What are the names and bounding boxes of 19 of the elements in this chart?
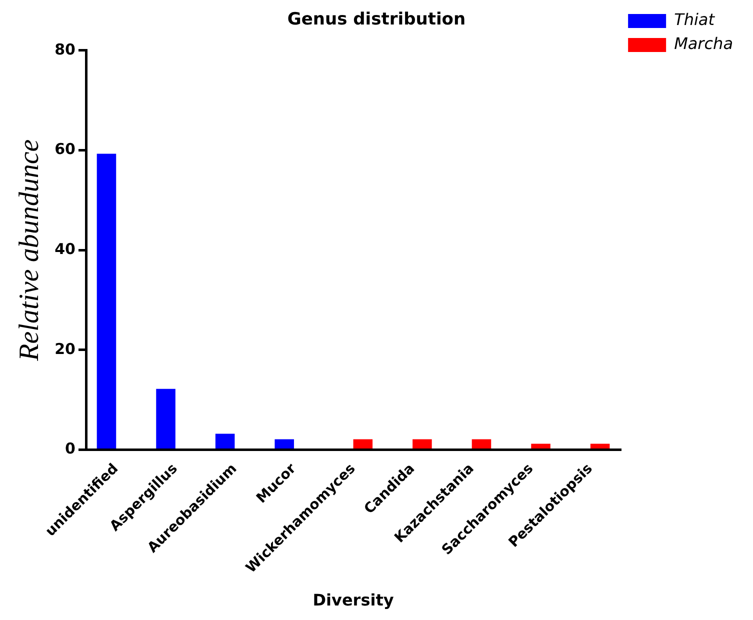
bar	[96, 154, 116, 448]
chart-title: Genus distribution	[287, 10, 466, 30]
legend-label: Marcha	[674, 34, 734, 54]
bar	[472, 439, 492, 448]
bar	[274, 439, 294, 448]
x-axis-title: Diversity	[312, 590, 394, 610]
y-tick-label: 20	[54, 340, 76, 358]
bar	[156, 388, 176, 448]
y-tick-label: 0	[65, 440, 76, 458]
y-tick-label: 60	[54, 140, 76, 158]
y-tick-label: 40	[54, 240, 76, 258]
bar	[353, 439, 373, 448]
legend-label: Thiat	[674, 10, 716, 30]
y-axis-title: Relative abundunce	[14, 139, 46, 362]
bar	[412, 439, 432, 448]
y-tick-label: 80	[54, 40, 76, 58]
bar	[590, 444, 610, 448]
bar	[215, 434, 235, 448]
bar	[531, 444, 550, 448]
